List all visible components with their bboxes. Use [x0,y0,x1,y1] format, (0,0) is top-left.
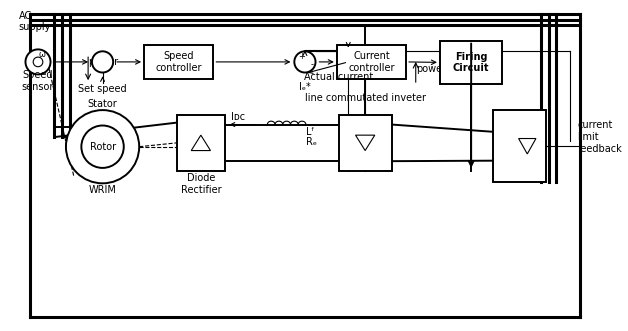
Text: -: - [310,60,313,69]
Text: Lᶠ: Lᶠ [306,127,314,137]
Circle shape [33,57,43,67]
Bar [493,110,546,182]
Bar [176,115,225,171]
Text: AC
supply: AC supply [19,11,51,32]
Circle shape [82,125,124,168]
Circle shape [26,49,50,74]
Text: Set speed: Set speed [78,84,127,94]
Circle shape [295,51,315,72]
Bar [338,115,392,171]
Text: power: power [88,57,118,67]
Text: Actual current: Actual current [303,72,373,82]
Circle shape [92,51,113,72]
Text: WRIM: WRIM [89,185,117,195]
Text: ω: ω [38,50,45,59]
Text: Speed
sensor: Speed sensor [22,71,54,92]
Circle shape [66,110,139,183]
Text: Diode
Rectifier: Diode Rectifier [180,173,221,195]
Text: Iₑ*: Iₑ* [299,82,311,92]
Text: Firing
Circuit: Firing Circuit [453,52,489,73]
Bar [144,45,214,79]
Text: +: + [298,52,305,61]
Text: power: power [416,64,446,74]
Text: Rₑ: Rₑ [306,137,317,147]
Text: line commutated inveter: line commutated inveter [305,93,426,103]
Text: Rotor: Rotor [90,142,116,152]
Text: Iᴅc: Iᴅc [230,112,245,122]
Text: Stator: Stator [88,99,117,109]
Bar [440,41,502,84]
Text: Speed
controller: Speed controller [156,51,202,73]
Bar [337,45,406,79]
Text: Current
controller: Current controller [348,51,394,73]
Text: current
limit
feedback: current limit feedback [578,120,622,154]
